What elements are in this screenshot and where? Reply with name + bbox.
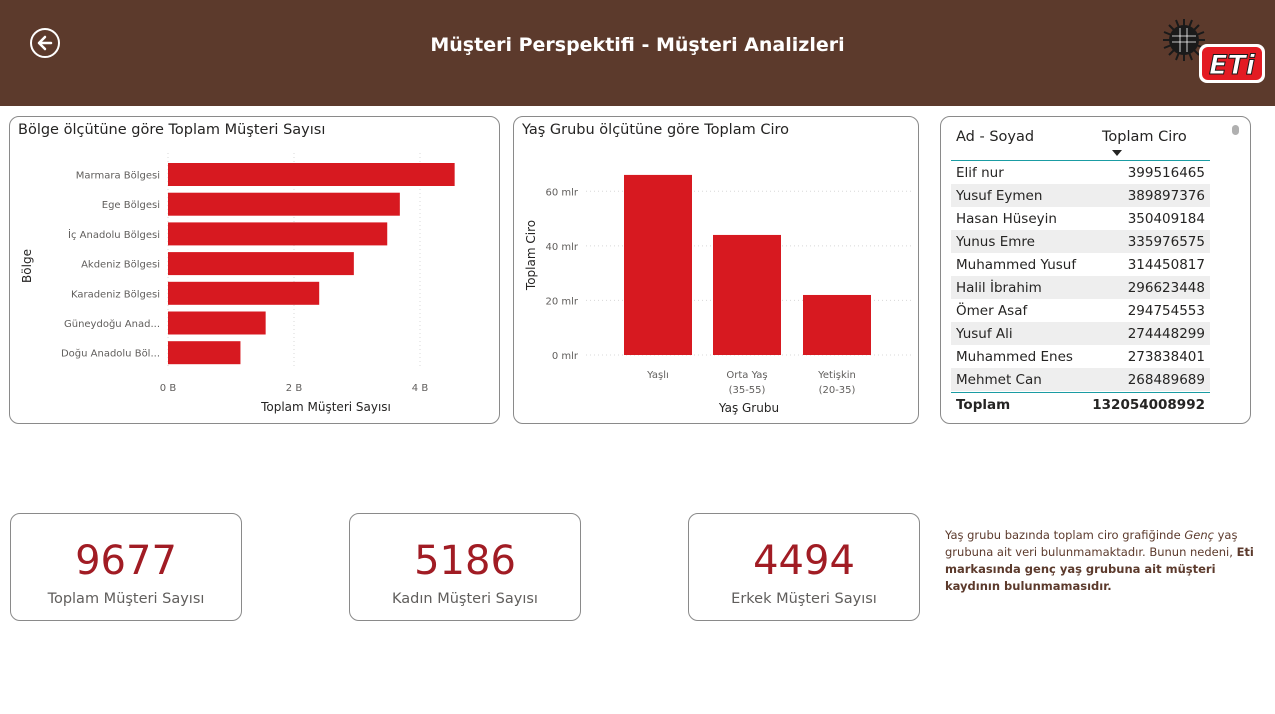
bar-Yetişkin (20-35)[interactable] bbox=[803, 294, 871, 355]
col-header-name[interactable]: Ad - Soyad bbox=[956, 129, 1035, 145]
bar-İç Anadolu Bölgesi[interactable] bbox=[168, 222, 388, 246]
bar-Ege Bölgesi[interactable] bbox=[168, 192, 400, 216]
bar-Güneydoğu Anad...[interactable] bbox=[168, 311, 266, 335]
cell-name: Halil İbrahim bbox=[951, 276, 1106, 299]
table-row[interactable]: Mehmet Can 268489689 bbox=[951, 368, 1210, 391]
category-label: Yetişkin (20-35) bbox=[817, 370, 856, 396]
table-header: Ad - Soyad Toplam Ciro bbox=[951, 117, 1210, 161]
table-row[interactable]: Yusuf Eymen 389897376 bbox=[951, 184, 1210, 207]
category-label: Doğu Anadolu Böl... bbox=[61, 348, 160, 360]
bar-Akdeniz Bölgesi[interactable] bbox=[168, 252, 354, 276]
table-body: Elif nur 399516465 Yusuf Eymen 389897376 Has… bbox=[951, 161, 1210, 391]
cell-value: 314450817 bbox=[1127, 256, 1205, 273]
age-chart-card: Yaş Grubu ölçütüne göre Toplam Ciro Topl… bbox=[513, 116, 919, 424]
kpi-label: Kadın Müşteri Sayısı bbox=[392, 591, 538, 607]
kpi-male-customers: 4494 Erkek Müşteri Sayısı bbox=[688, 513, 920, 621]
y-tick-label: 60 mlr bbox=[545, 187, 578, 198]
cell-name: Elif nur bbox=[956, 164, 1004, 181]
x-tick-label: 2 B bbox=[286, 383, 303, 394]
cell-value: 273838401 bbox=[1127, 348, 1205, 365]
back-button[interactable] bbox=[30, 28, 60, 58]
age-x-axis-title: Yaş Grubu bbox=[718, 401, 779, 415]
cell-value: 335976575 bbox=[1105, 230, 1210, 253]
cell-name: Yusuf Ali bbox=[951, 322, 1106, 345]
region-x-axis-title: Toplam Müşteri Sayısı bbox=[260, 400, 391, 414]
region-chart-card: Bölge ölçütüne göre Toplam Müşteri Sayıs… bbox=[9, 116, 500, 424]
sun-emblem bbox=[1163, 19, 1205, 61]
total-label: Toplam bbox=[956, 397, 1011, 413]
cell-name: Muhammed Enes bbox=[956, 348, 1073, 365]
total-value: 132054008992 bbox=[1092, 397, 1205, 413]
table-row[interactable]: Ömer Asaf 294754553 bbox=[951, 299, 1210, 322]
category-label: Güneydoğu Anad... bbox=[64, 318, 160, 330]
x-tick-label: 0 B bbox=[160, 383, 177, 394]
kpi-value: 5186 bbox=[414, 538, 516, 584]
y-tick-label: 0 mlr bbox=[552, 351, 579, 362]
cell-name: Hasan Hüseyin bbox=[956, 210, 1057, 227]
kpi-total-customers: 9677 Toplam Müşteri Sayısı bbox=[10, 513, 242, 621]
table-row[interactable]: Hasan Hüseyin 350409184 bbox=[951, 207, 1210, 230]
note-part1: Yaş grubu bazında toplam ciro grafiğinde bbox=[945, 528, 1185, 542]
y-tick-label: 20 mlr bbox=[545, 296, 578, 307]
kpi-value: 4494 bbox=[753, 538, 855, 584]
table-scrollbar[interactable] bbox=[1232, 125, 1239, 135]
cell-value: 296623448 bbox=[1105, 276, 1210, 299]
customer-table-card: Ad - Soyad Toplam Ciro Elif nur 399516465… bbox=[940, 116, 1251, 424]
logo-text: ETi bbox=[1209, 50, 1256, 81]
region-bar-chart: Bölge Toplam Müşteri Sayısı 0 B 2 B 4 B Mar… bbox=[20, 153, 455, 414]
cell-value: 294754553 bbox=[1127, 302, 1205, 319]
kpi-label: Erkek Müşteri Sayısı bbox=[731, 591, 877, 607]
cell-value: 389897376 bbox=[1105, 184, 1210, 207]
cell-value: 399516465 bbox=[1127, 164, 1205, 181]
cell-name: Ömer Asaf bbox=[956, 302, 1028, 319]
cell-name: Yusuf Eymen bbox=[951, 184, 1106, 207]
category-label: Ege Bölgesi bbox=[102, 200, 160, 211]
page-title: Müşteri Perspektifi - Müşteri Analizleri bbox=[430, 34, 845, 56]
cell-name: Yunus Emre bbox=[951, 230, 1106, 253]
table-row[interactable]: Muhammed Yusuf 314450817 bbox=[951, 253, 1210, 276]
cell-value: 274448299 bbox=[1105, 322, 1210, 345]
category-label: İç Anadolu Bölgesi bbox=[68, 228, 160, 241]
table-row[interactable]: Halil İbrahim 296623448 bbox=[951, 276, 1210, 299]
table-total-row: Toplam 132054008992 bbox=[951, 392, 1210, 416]
region-y-axis-title: Bölge bbox=[20, 249, 34, 283]
kpi-female-customers: 5186 Kadın Müşteri Sayısı bbox=[349, 513, 581, 621]
category-label: Akdeniz Bölgesi bbox=[81, 260, 160, 271]
bar-Doğu Anadolu Böl...[interactable] bbox=[168, 341, 241, 365]
age-y-axis-title: Toplam Ciro bbox=[524, 220, 538, 291]
region-chart-title: Bölge ölçütüne göre Toplam Müşteri Sayıs… bbox=[18, 122, 326, 138]
bar-Karadeniz Bölgesi[interactable] bbox=[168, 281, 320, 305]
bar-Yaşlı[interactable] bbox=[624, 174, 692, 355]
cell-name: Muhammed Yusuf bbox=[956, 256, 1077, 273]
arrow-left-icon bbox=[37, 35, 53, 51]
category-label: Yaşlı bbox=[646, 370, 669, 381]
bar-Marmara Bölgesi[interactable] bbox=[168, 163, 455, 186]
kpi-value: 9677 bbox=[75, 538, 177, 584]
cell-value: 268489689 bbox=[1105, 368, 1210, 391]
col-header-value[interactable]: Toplam Ciro bbox=[1102, 129, 1187, 145]
y-tick-label: 40 mlr bbox=[545, 242, 578, 253]
category-label: Orta Yaş (35-55) bbox=[726, 370, 767, 396]
kpi-label: Toplam Müşteri Sayısı bbox=[47, 591, 205, 607]
table-row[interactable]: Yunus Emre 335976575 bbox=[951, 230, 1210, 253]
x-tick-label: 4 B bbox=[412, 383, 429, 394]
category-label: Marmara Bölgesi bbox=[76, 171, 160, 182]
eti-logo: ETi bbox=[1163, 19, 1265, 83]
table-row[interactable]: Muhammed Enes 273838401 bbox=[951, 345, 1210, 368]
header-bar: Müşteri Perspektifi - Müşteri Analizleri… bbox=[0, 0, 1275, 106]
table-row[interactable]: Yusuf Ali 274448299 bbox=[951, 322, 1210, 345]
cell-value: 350409184 bbox=[1127, 210, 1205, 227]
info-note: Yaş grubu bazında toplam ciro grafiğinde… bbox=[945, 527, 1267, 595]
note-bold: Eti markasında genç yaş grubuna ait müşt… bbox=[945, 545, 1254, 593]
note-part2: yaş grubuna ait veri bulunmamaktadır. Bu… bbox=[945, 528, 1238, 559]
cell-name: Mehmet Can bbox=[951, 368, 1106, 391]
table-row[interactable]: Elif nur 399516465 bbox=[951, 161, 1210, 184]
sort-desc-icon[interactable] bbox=[1112, 150, 1122, 156]
note-italic: Genç bbox=[1184, 528, 1214, 542]
customer-table: Elif nur 399516465 Yusuf Eymen 389897376 Has… bbox=[951, 161, 1210, 391]
bar-Orta Yaş (35-55)[interactable] bbox=[713, 234, 781, 355]
age-chart-title: Yaş Grubu ölçütüne göre Toplam Ciro bbox=[522, 122, 789, 138]
age-bar-chart: Toplam Ciro Yaş Grubu 0 mlr 20 mlr 40 mlr 6… bbox=[524, 174, 912, 415]
category-label: Karadeniz Bölgesi bbox=[71, 289, 160, 300]
